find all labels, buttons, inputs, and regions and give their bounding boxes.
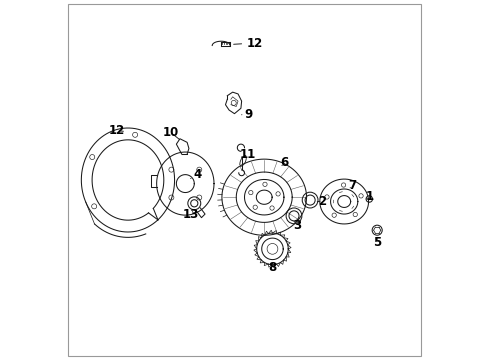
Text: 8: 8 (268, 261, 276, 274)
Text: 2: 2 (317, 195, 326, 208)
Text: 7: 7 (347, 179, 355, 192)
Text: 10: 10 (163, 126, 179, 140)
Text: 3: 3 (293, 219, 301, 232)
Text: 9: 9 (241, 108, 252, 121)
Text: 4: 4 (190, 168, 202, 181)
Text: 12: 12 (233, 36, 263, 50)
Text: 12: 12 (108, 124, 124, 137)
Text: 11: 11 (240, 148, 256, 161)
Text: 6: 6 (279, 156, 287, 169)
Text: 13: 13 (182, 208, 199, 221)
Text: 1: 1 (365, 190, 373, 203)
Text: 5: 5 (372, 236, 381, 249)
